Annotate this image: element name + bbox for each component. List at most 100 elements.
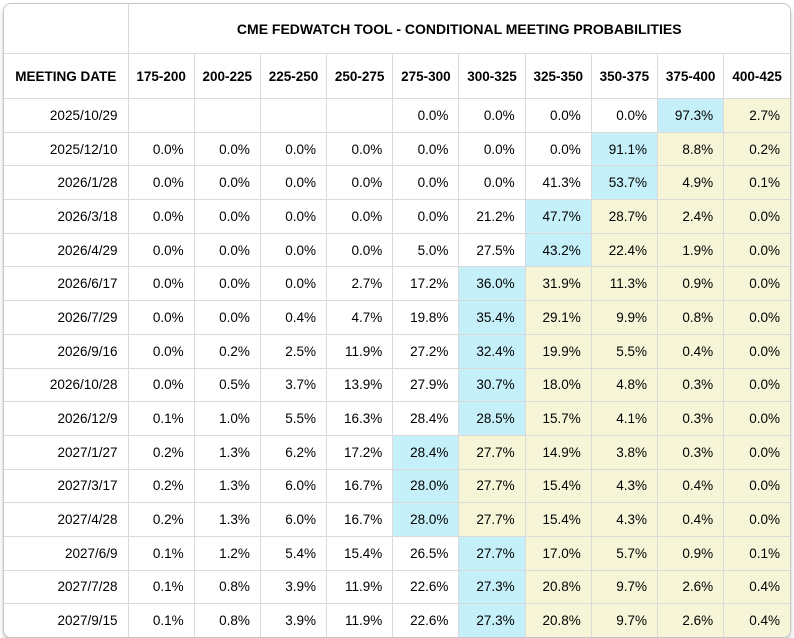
meeting-date-cell: 2026/1/28 <box>4 165 129 201</box>
probability-cell: 0.1% <box>127 569 195 605</box>
meeting-date-cell: 2025/12/10 <box>4 131 129 167</box>
column-header-meeting-date: MEETING DATE <box>4 53 129 99</box>
probability-cell: 11.9% <box>326 569 394 605</box>
probability-cell: 1.3% <box>193 468 261 504</box>
meeting-date-cell: 2026/6/17 <box>4 266 129 302</box>
probability-cell: 16.7% <box>326 502 394 537</box>
table-row: 2026/7/29 0.0% 0.0% 0.4% 4.7% 19.8% 35.4% 29.1%… <box>4 300 790 335</box>
probability-cell: 0.0% <box>193 165 261 201</box>
probability-cell: 20.8% <box>524 569 592 605</box>
probability-cell: 0.0% <box>127 266 195 302</box>
probability-cell: 0.0% <box>392 199 460 234</box>
column-header-225-250: 225-250 <box>259 53 328 99</box>
probability-cell: 1.3% <box>193 434 261 470</box>
probability-cell: 17.2% <box>326 434 394 470</box>
probability-cell: 0.5% <box>193 367 261 403</box>
probability-cell: 22.6% <box>392 603 460 637</box>
probability-cell: 1.9% <box>656 232 725 268</box>
column-header-350-375: 350-375 <box>590 53 659 99</box>
probability-cell: 0.0% <box>326 131 394 167</box>
probability-cell: 0.0% <box>723 300 790 335</box>
probability-cell: 27.7% <box>458 535 526 571</box>
probability-cell: 3.7% <box>259 367 328 403</box>
probability-cell: 15.4% <box>524 468 592 504</box>
probability-cell: 28.0% <box>392 502 460 537</box>
probability-cell: 1.0% <box>193 401 261 436</box>
probability-cell: 0.3% <box>656 401 725 436</box>
probability-cell: 2.7% <box>326 266 394 302</box>
probability-cell: 18.0% <box>524 367 592 403</box>
meeting-date-cell: 2027/6/9 <box>4 535 129 571</box>
probability-cell: 0.0% <box>193 232 261 268</box>
column-header-275-300: 275-300 <box>392 53 460 99</box>
probability-cell: 0.4% <box>723 569 790 605</box>
probability-cell: 6.0% <box>259 502 328 537</box>
probability-cell: 3.9% <box>259 603 328 637</box>
probability-cell: 0.0% <box>193 131 261 167</box>
table-row: 2026/4/29 0.0% 0.0% 0.0% 0.0% 5.0% 27.5% 43.2% 2… <box>4 232 790 268</box>
probability-cell: 0.2% <box>127 434 195 470</box>
probability-cell: 2.5% <box>259 333 328 369</box>
probability-cell: 0.9% <box>656 266 725 302</box>
probability-cell <box>326 98 394 133</box>
probability-cell: 0.8% <box>193 569 261 605</box>
probability-cell: 27.7% <box>458 468 526 504</box>
table-body: 2025/10/29 0.0% 0.0% 0.0% 0.0% 97.3% 2.7% 2025/… <box>4 98 790 637</box>
table-row: 2025/10/29 0.0% 0.0% 0.0% 0.0% 97.3% 2.7% <box>4 98 790 133</box>
probability-cell: 4.8% <box>590 367 659 403</box>
probability-cell: 0.0% <box>458 165 526 201</box>
table-row: 2027/6/9 0.1% 1.2% 5.4% 15.4% 26.5% 27.7% 17.0%… <box>4 535 790 571</box>
probability-cell: 15.4% <box>326 535 394 571</box>
table-row: 2026/10/28 0.0% 0.5% 3.7% 13.9% 27.9% 30.7% 18.… <box>4 367 790 403</box>
probability-cell: 0.0% <box>524 131 592 167</box>
table-row: 2026/6/17 0.0% 0.0% 0.0% 2.7% 17.2% 36.0% 31.9%… <box>4 266 790 302</box>
table-row: 2025/12/10 0.0% 0.0% 0.0% 0.0% 0.0% 0.0% 0.0% 91… <box>4 131 790 167</box>
table-title: CME FEDWATCH TOOL - CONDITIONAL MEETING … <box>127 4 790 54</box>
table-row: 2026/12/9 0.1% 1.0% 5.5% 16.3% 28.4% 28.5% 15.7… <box>4 401 790 436</box>
probability-cell: 0.2% <box>193 333 261 369</box>
probability-cell: 0.4% <box>656 502 725 537</box>
probability-cell: 0.1% <box>723 165 790 201</box>
probability-cell: 0.0% <box>723 333 790 369</box>
probability-cell: 27.7% <box>458 434 526 470</box>
probability-cell: 13.9% <box>326 367 394 403</box>
probability-cell: 9.9% <box>590 300 659 335</box>
probability-cell: 20.8% <box>524 603 592 637</box>
probability-cell: 0.0% <box>458 131 526 167</box>
probability-cell: 0.1% <box>127 535 195 571</box>
probability-cell: 32.4% <box>458 333 526 369</box>
probability-cell: 0.4% <box>259 300 328 335</box>
meeting-date-cell: 2026/9/16 <box>4 333 129 369</box>
probability-cell: 0.0% <box>723 266 790 302</box>
probability-cell: 0.0% <box>392 131 460 167</box>
meeting-date-cell: 2027/1/27 <box>4 434 129 470</box>
probability-cell: 0.0% <box>127 333 195 369</box>
meeting-date-cell: 2027/4/28 <box>4 502 129 537</box>
probability-cell: 28.4% <box>392 401 460 436</box>
probability-cell: 11.9% <box>326 603 394 637</box>
probability-cell: 9.7% <box>590 569 659 605</box>
probability-cell: 17.0% <box>524 535 592 571</box>
probability-cell: 17.2% <box>392 266 460 302</box>
probability-cell: 3.8% <box>590 434 659 470</box>
probability-cell: 0.0% <box>259 131 328 167</box>
column-header-row: MEETING DATE 175-200 200-225 225-250 250-27… <box>4 53 790 99</box>
probability-cell: 4.3% <box>590 468 659 504</box>
meeting-date-cell: 2027/7/28 <box>4 569 129 605</box>
probability-cell: 0.0% <box>127 300 195 335</box>
probability-cell: 2.6% <box>656 603 725 637</box>
probability-cell: 22.4% <box>590 232 659 268</box>
probability-cell: 16.7% <box>326 468 394 504</box>
meeting-date-cell: 2026/12/9 <box>4 401 129 436</box>
meeting-date-cell: 2025/10/29 <box>4 98 129 133</box>
probability-cell: 27.7% <box>458 502 526 537</box>
probability-cell: 0.0% <box>723 434 790 470</box>
probability-cell: 0.0% <box>524 98 592 133</box>
table-row: 2027/9/15 0.1% 0.8% 3.9% 11.9% 22.6% 27.3% 20.8… <box>4 603 790 637</box>
probability-cell: 0.0% <box>127 165 195 201</box>
probability-cell: 5.7% <box>590 535 659 571</box>
probability-cell: 0.0% <box>723 232 790 268</box>
probability-cell: 19.8% <box>392 300 460 335</box>
probability-cell: 26.5% <box>392 535 460 571</box>
probability-cell: 0.0% <box>259 199 328 234</box>
